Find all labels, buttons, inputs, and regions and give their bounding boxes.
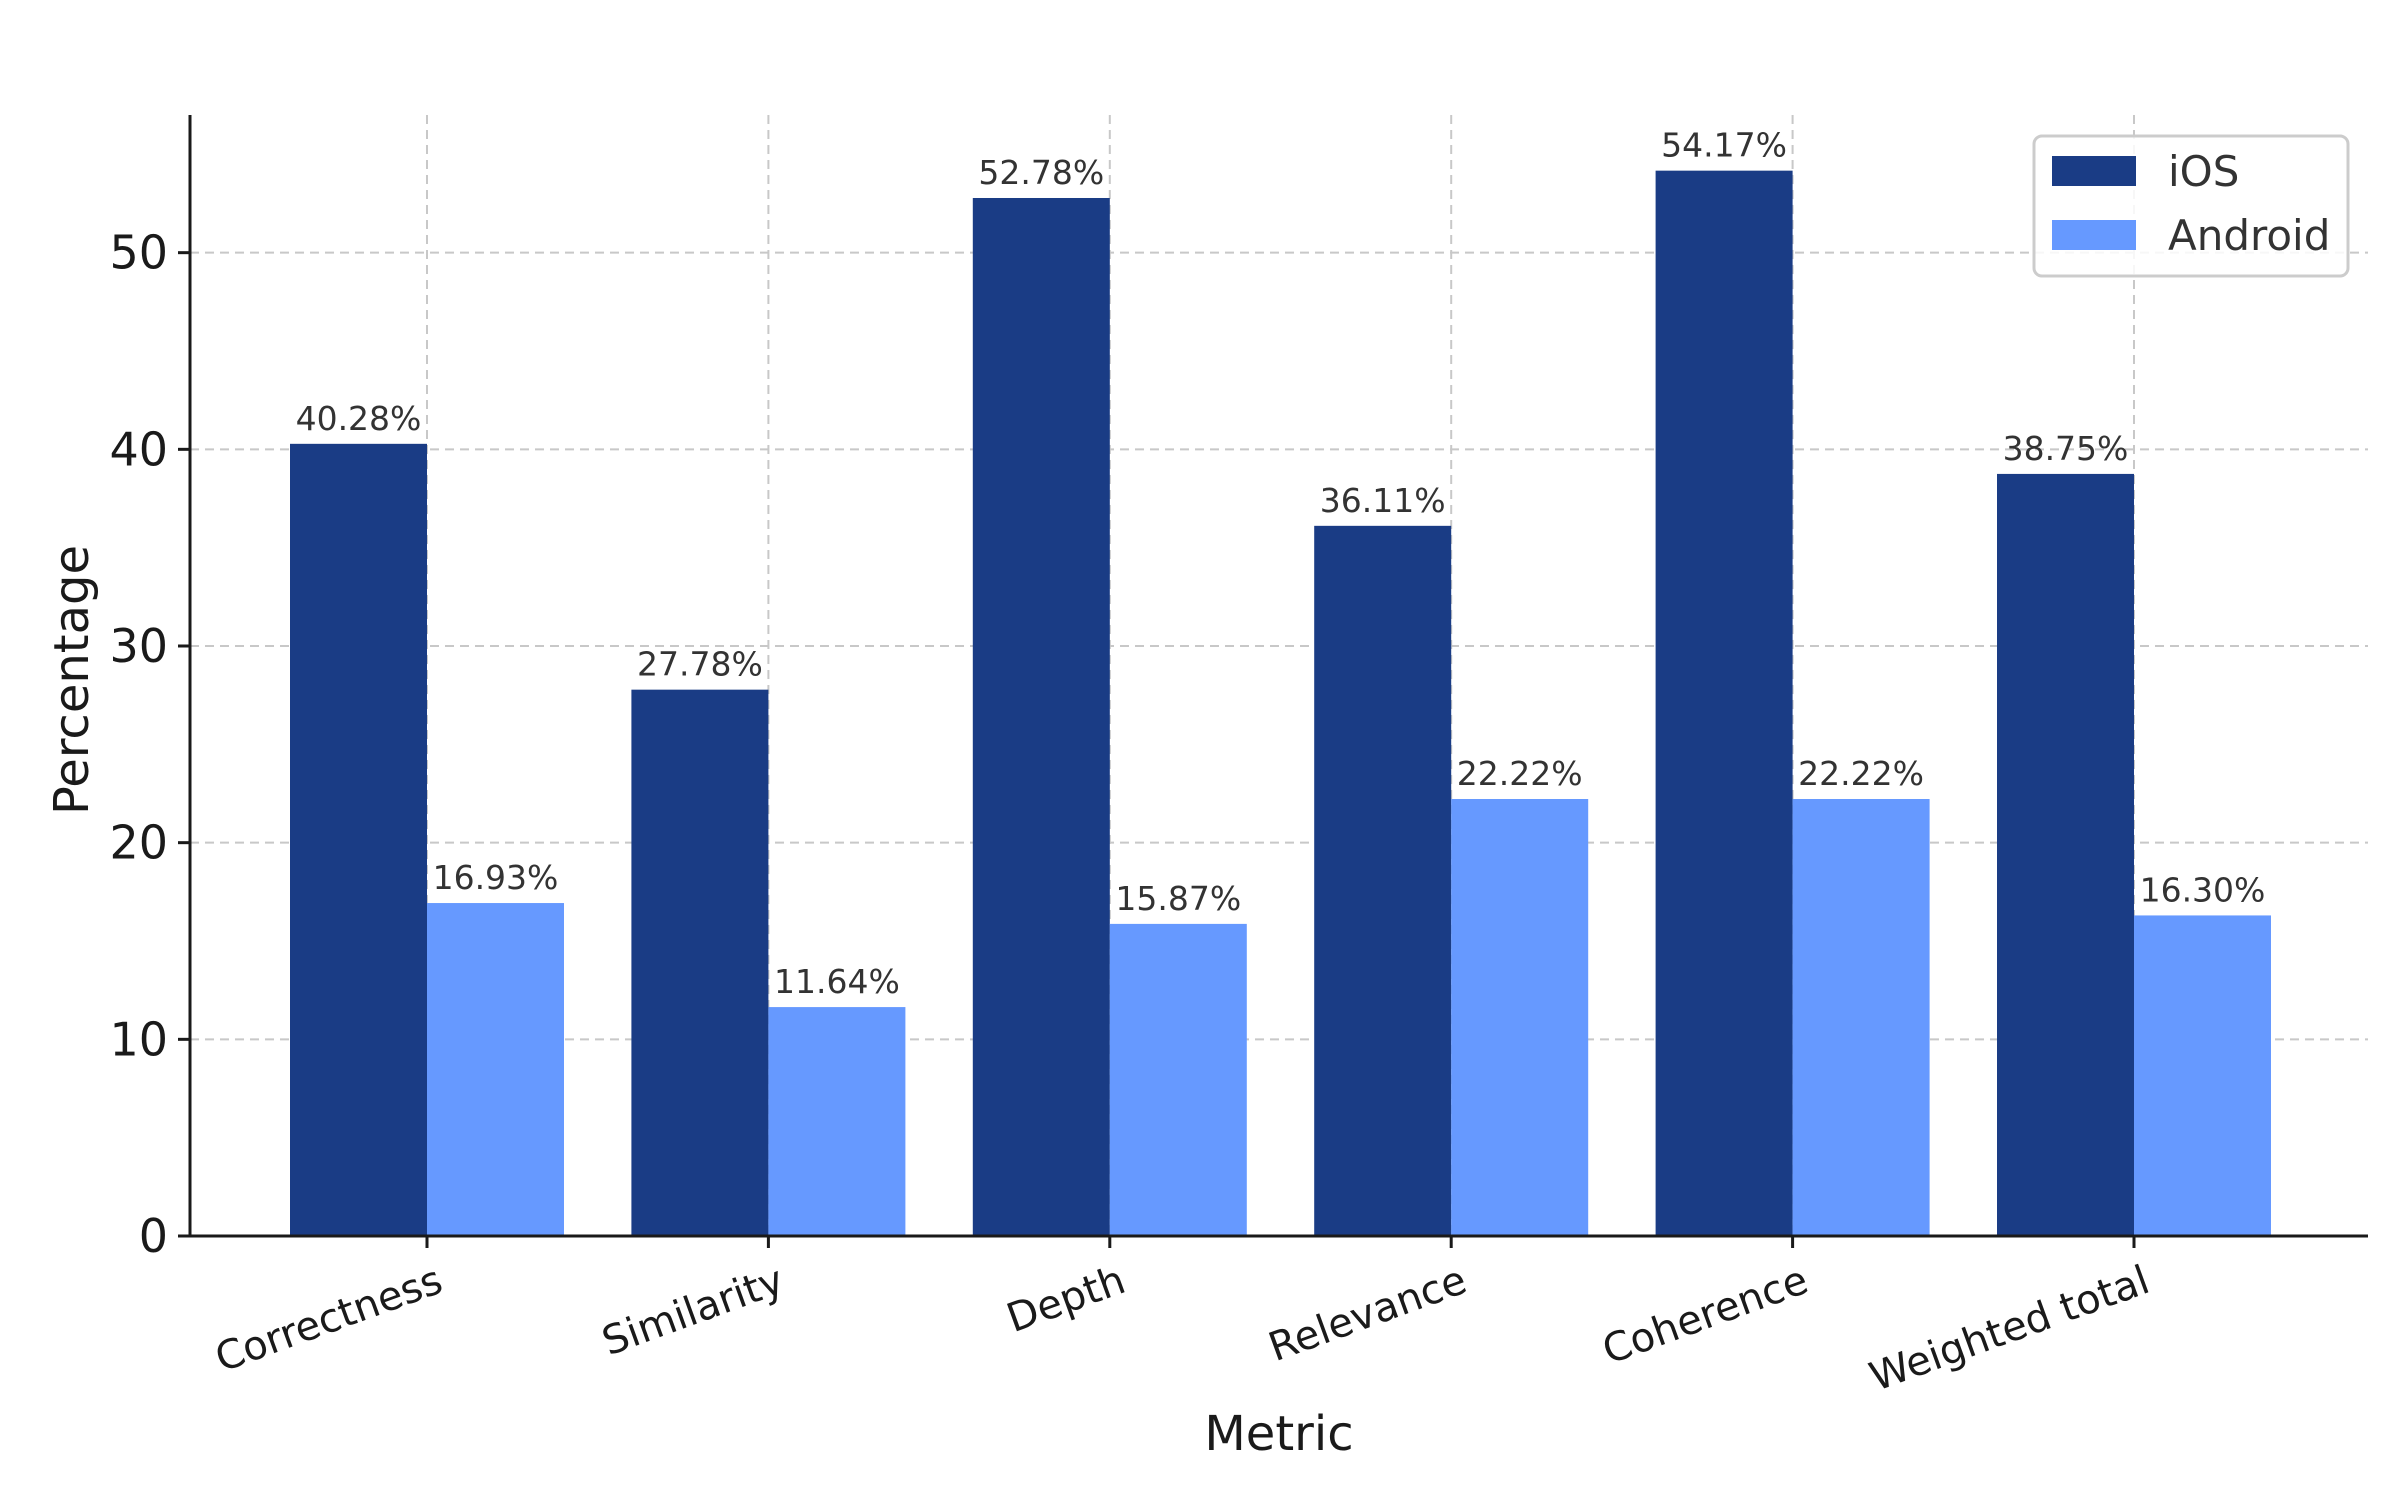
x-category-label: Relevance — [1263, 1257, 1473, 1371]
data-label-ios: 54.17% — [1661, 126, 1787, 165]
bar-ios-relevance — [1314, 525, 1452, 1236]
bar-android-similarity — [768, 1007, 906, 1236]
bar-ios-weighted-total — [1997, 473, 2134, 1237]
data-label-android: 16.30% — [2140, 870, 2266, 909]
legend-label-android: Android — [2168, 211, 2330, 260]
data-label-ios: 38.75% — [2003, 429, 2129, 468]
legend: iOS Android — [2032, 134, 2350, 278]
x-category-label: Depth — [1001, 1257, 1131, 1342]
data-label-android: 11.64% — [774, 962, 900, 1001]
data-label-layer: 40.28% 16.93% 27.78% 11.64% 52.78% 15.87% 36.1… — [296, 126, 2266, 1001]
bar-ios-correctness — [290, 443, 427, 1236]
data-label-android: 15.87% — [1115, 879, 1241, 918]
legend-swatch-android — [2052, 220, 2136, 250]
y-tick-layer: 0 10 20 30 40 50 — [109, 226, 190, 1263]
bar-android-relevance — [1451, 799, 1589, 1236]
legend-label-ios: iOS — [2168, 147, 2239, 196]
data-label-android: 16.93% — [433, 858, 559, 897]
bar-ios-depth — [972, 197, 1110, 1237]
x-category-label: Similarity — [596, 1257, 789, 1365]
bar-android-weighted-total — [2134, 915, 2271, 1236]
bar-android-correctness — [427, 903, 564, 1236]
x-axis-title: Metric — [1204, 1406, 1353, 1462]
data-label-android: 22.22% — [1798, 754, 1924, 793]
bar-ios-similarity — [631, 689, 769, 1236]
bar-android-coherence — [1792, 799, 1930, 1236]
bar-android-depth — [1109, 923, 1247, 1236]
bar-ios-coherence — [1655, 170, 1793, 1237]
y-axis-title: Percentage — [44, 545, 100, 815]
x-category-label: Correctness — [209, 1257, 448, 1382]
data-label-ios: 27.78% — [637, 645, 763, 684]
data-label-ios: 40.28% — [296, 399, 422, 438]
y-tick-label: 10 — [109, 1012, 168, 1066]
y-tick-label: 50 — [109, 226, 168, 280]
x-category-label: Weighted total — [1864, 1257, 2156, 1401]
x-tick-layer: Correctness Similarity Depth Relevance Coher… — [209, 1236, 2155, 1401]
data-label-android: 22.22% — [1457, 754, 1583, 793]
axis-layer — [188, 115, 2368, 1238]
y-tick-label: 40 — [109, 422, 168, 476]
y-tick-label: 20 — [109, 816, 168, 870]
legend-swatch-ios — [2052, 156, 2136, 186]
y-tick-label: 30 — [109, 619, 168, 673]
data-label-ios: 52.78% — [978, 153, 1104, 192]
x-category-label: Coherence — [1597, 1257, 1814, 1374]
bar-layer — [290, 170, 2271, 1237]
data-label-ios: 36.11% — [1320, 481, 1446, 520]
y-tick-label: 0 — [139, 1209, 168, 1263]
